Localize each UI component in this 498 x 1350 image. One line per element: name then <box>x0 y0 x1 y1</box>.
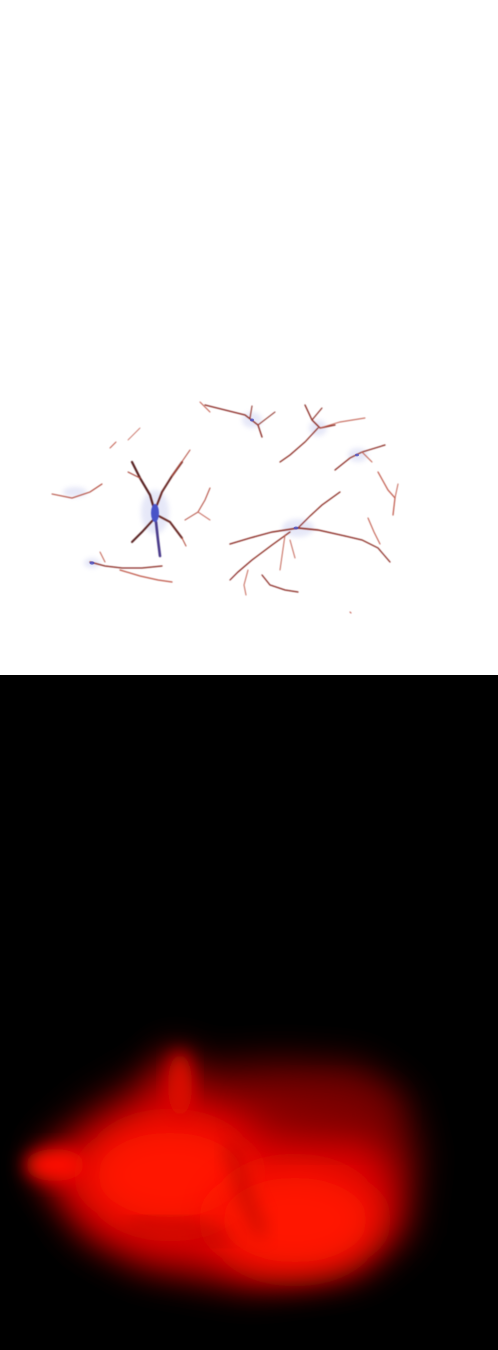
red-fluorescence-image <box>25 1045 420 1290</box>
red-fluorescence-panel <box>0 675 498 1350</box>
blue-spots <box>89 418 359 565</box>
cell-processes <box>51 401 399 614</box>
fluorescence-glow <box>25 1045 420 1290</box>
cell-halos <box>63 412 368 568</box>
stained-cells-panel <box>51 401 399 614</box>
central-cell <box>127 449 191 558</box>
stained-cells-image <box>51 401 399 614</box>
